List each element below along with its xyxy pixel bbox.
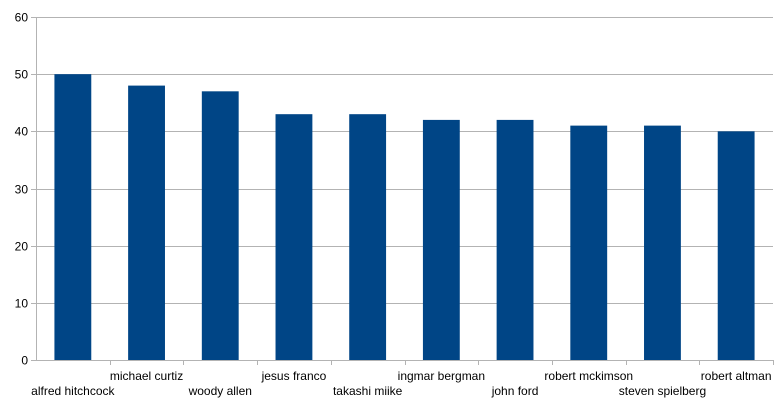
bar: [275, 114, 313, 360]
x-tick-label: steven spielberg: [619, 384, 706, 398]
x-tick-label: ingmar bergman: [398, 369, 485, 383]
y-tick-label: 0: [21, 354, 28, 368]
x-tick-label: jesus franco: [261, 369, 327, 383]
x-tick-label: alfred hitchcock: [31, 384, 115, 398]
bar: [422, 119, 460, 361]
bar: [570, 125, 608, 360]
y-tick-label: 50: [15, 68, 29, 82]
x-tick-label: woody allen: [188, 384, 252, 398]
x-tick-label: john ford: [491, 384, 539, 398]
y-tick-label: 20: [15, 240, 29, 254]
bars: [54, 74, 755, 361]
axes: [36, 17, 774, 365]
bar: [644, 125, 681, 360]
y-tick-label: 10: [15, 297, 29, 311]
bar: [201, 91, 239, 361]
x-tick-label: robert mckimson: [544, 369, 633, 383]
x-tick-label: robert altman: [701, 369, 772, 383]
bar: [128, 85, 165, 360]
bar: [717, 131, 755, 360]
bar: [54, 74, 92, 361]
x-tick-label: michael curtiz: [110, 369, 183, 383]
y-tick-label: 40: [15, 125, 29, 139]
bar: [496, 119, 534, 361]
bar: [349, 114, 387, 360]
y-tick-label: 60: [15, 11, 29, 25]
y-tick-label: 30: [15, 183, 29, 197]
x-tick-label: takashi miike: [333, 384, 403, 398]
